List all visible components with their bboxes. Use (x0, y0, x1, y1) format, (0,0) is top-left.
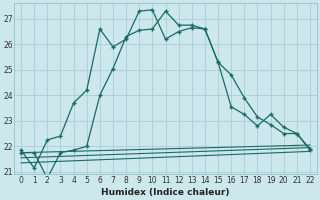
X-axis label: Humidex (Indice chaleur): Humidex (Indice chaleur) (101, 188, 230, 197)
